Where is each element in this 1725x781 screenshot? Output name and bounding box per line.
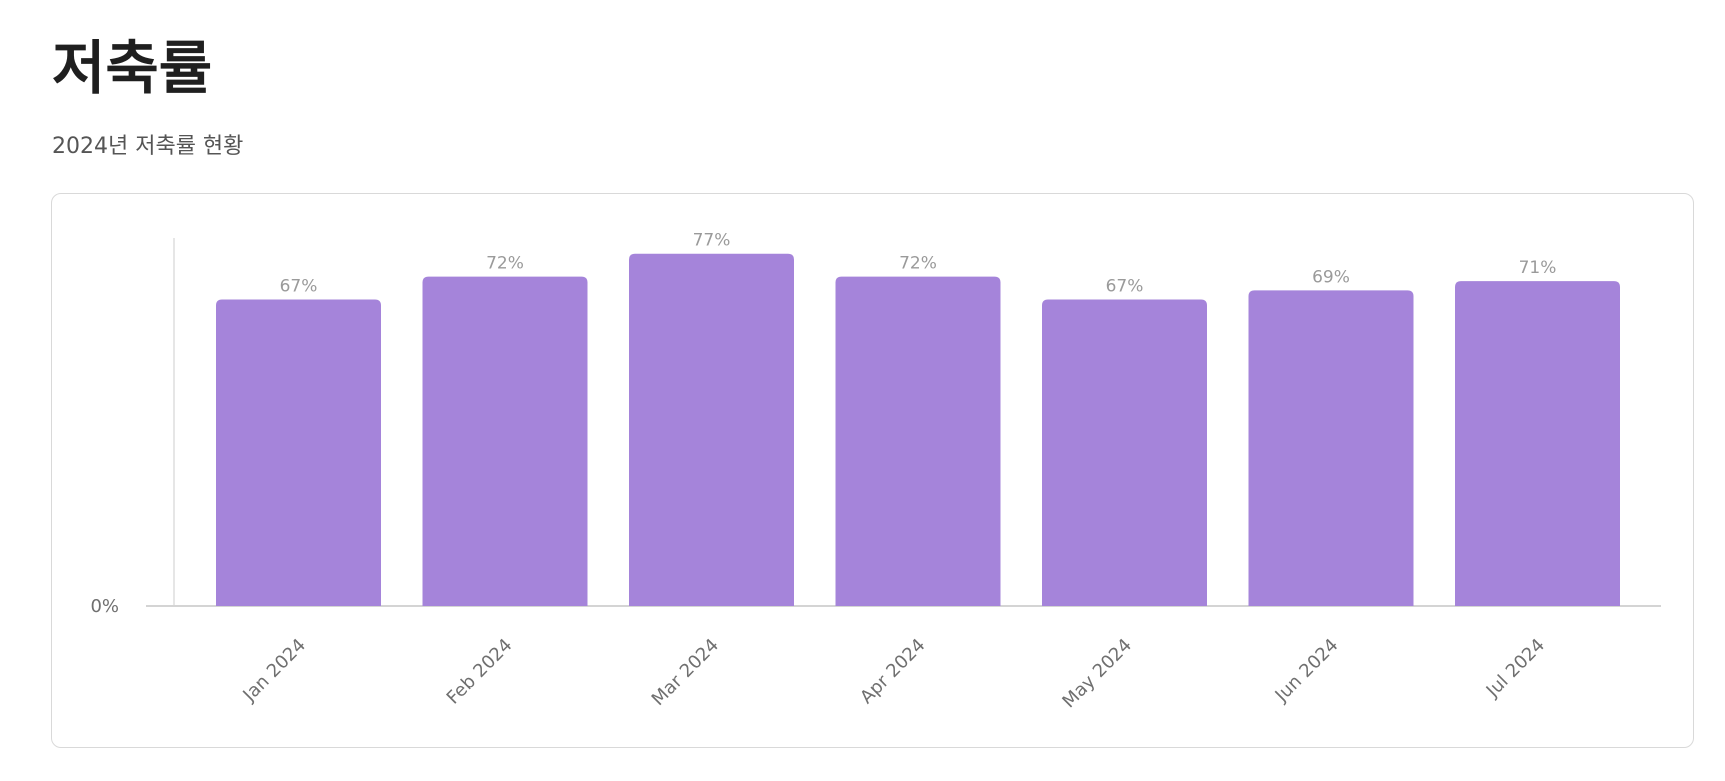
bars-layer	[216, 253, 1620, 606]
y-tick-label: 0%	[90, 596, 119, 617]
page-title: 저축률	[52, 34, 213, 102]
x-tick-label: May 2024	[1058, 635, 1136, 713]
bar-jul-2024	[1455, 281, 1620, 606]
savings-rate-bar-chart: 0% 67% Jan 2024 72% Feb 2024 77% Mar 2024 72% Ap…	[90, 231, 1661, 713]
bar-mar-2024	[629, 253, 794, 606]
x-tick-label: Jul 2024	[1482, 635, 1549, 702]
chart-card: 0% 67% Jan 2024 72% Feb 2024 77% Mar 2024 72% Ap…	[51, 193, 1694, 748]
x-tick-label: Jan 2024	[238, 635, 310, 707]
bar-value-label: 77%	[693, 231, 731, 251]
bar-value-label: 71%	[1519, 258, 1557, 278]
bar-value-label: 67%	[280, 276, 318, 296]
x-tick-label: Feb 2024	[443, 635, 517, 709]
x-tick-label: Jun 2024	[1271, 635, 1343, 707]
bar-may-2024	[1042, 299, 1207, 606]
bar-jun-2024	[1248, 290, 1414, 606]
bar-jan-2024	[216, 299, 381, 606]
x-tick-label: Apr 2024	[856, 635, 929, 708]
page-subtitle: 2024년 저축률 현황	[52, 134, 244, 159]
bar-value-label: 72%	[899, 254, 937, 274]
x-tick-label: Mar 2024	[648, 635, 723, 710]
bar-value-label: 72%	[486, 254, 524, 274]
bar-value-label: 67%	[1106, 276, 1144, 296]
bar-feb-2024	[422, 276, 588, 606]
bar-apr-2024	[835, 276, 1001, 606]
bar-value-label: 69%	[1312, 267, 1350, 287]
